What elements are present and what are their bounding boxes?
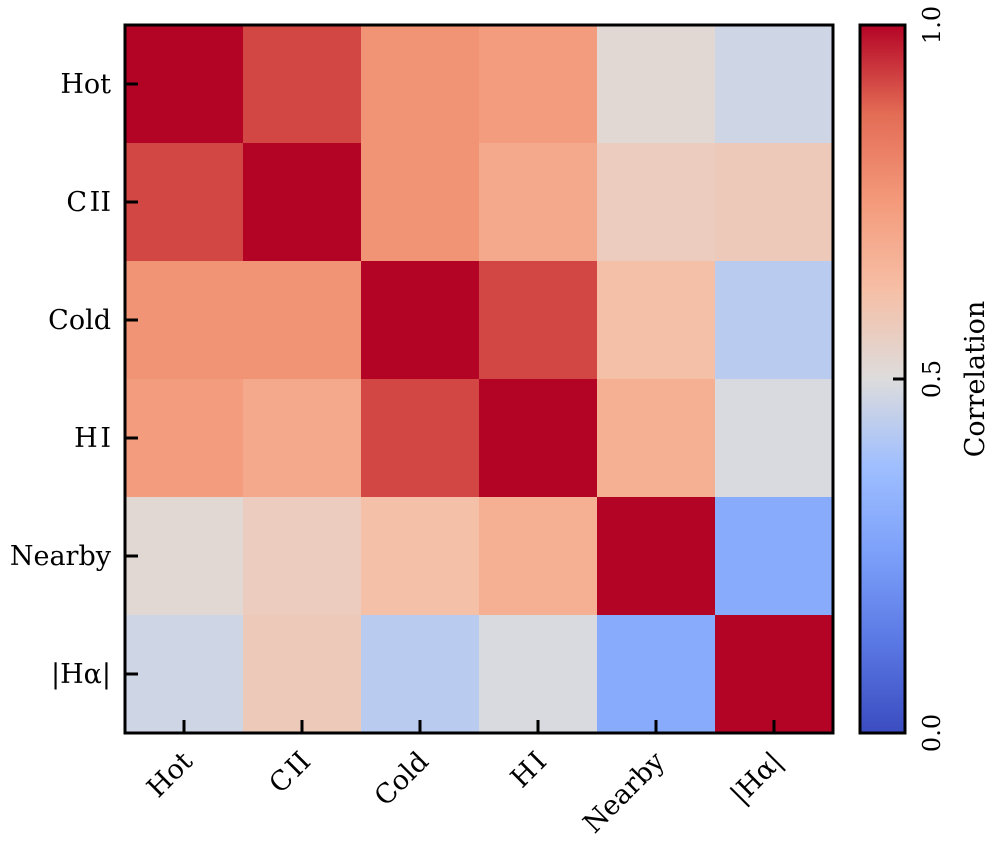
heatmap-cell-1-5: [715, 143, 834, 262]
heatmap-cell-5-1: [243, 615, 362, 734]
heatmap-cell-4-1: [243, 497, 362, 616]
heatmap-cell-2-3: [479, 261, 598, 380]
x-tick-label: Nearby: [578, 746, 672, 840]
heatmap-cell-2-5: [715, 261, 834, 380]
heatmap-cell-5-0: [125, 615, 244, 734]
heatmap-cell-2-2: [361, 261, 480, 380]
heatmap-cells: [125, 25, 834, 734]
x-tick-label: Cold: [369, 746, 435, 812]
colorbar-ticks: 0.0 0.5 1.0: [893, 6, 946, 752]
heatmap-cell-5-4: [597, 615, 716, 734]
heatmap-frame: [123, 23, 835, 735]
heatmap-cell-0-5: [715, 25, 834, 144]
heatmap-cell-5-3: [479, 615, 598, 734]
y-tick-label: Nearby: [10, 541, 112, 572]
y-axis-ticks: Hot C II Cold H I Nearby |Hα|: [10, 69, 138, 690]
heatmap-cell-1-2: [361, 143, 480, 262]
x-tick-label: |Hα|: [725, 746, 789, 810]
heatmap-cell-3-1: [243, 379, 362, 498]
heatmap-cell-3-4: [597, 379, 716, 498]
heatmap-cell-1-3: [479, 143, 598, 262]
colorbar-label: Correlation: [960, 301, 991, 458]
y-tick-label: Hot: [60, 69, 111, 100]
heatmap-cell-1-4: [597, 143, 716, 262]
heatmap-cell-0-2: [361, 25, 480, 144]
x-axis-ticks: Hot C II Cold H I Nearby |Hα|: [141, 720, 789, 839]
heatmap-cell-3-2: [361, 379, 480, 498]
heatmap-cell-2-4: [597, 261, 716, 380]
heatmap-cell-4-4: [597, 497, 716, 616]
heatmap-cell-5-5: [715, 615, 834, 734]
colorbar-tick-label: 0.5: [918, 360, 946, 398]
heatmap-cell-2-1: [243, 261, 362, 380]
y-tick-label: Cold: [48, 305, 111, 336]
y-tick-label: H I: [74, 423, 111, 454]
heatmap-cell-0-1: [243, 25, 362, 144]
heatmap-cell-2-0: [125, 261, 244, 380]
heatmap-cell-4-0: [125, 497, 244, 616]
heatmap-cell-3-0: [125, 379, 244, 498]
heatmap-cell-5-2: [361, 615, 480, 734]
heatmap-cell-1-0: [125, 143, 244, 262]
x-tick-label: Hot: [141, 746, 199, 804]
heatmap-cell-0-4: [597, 25, 716, 144]
heatmap-cell-4-3: [479, 497, 598, 616]
heatmap-cell-0-0: [125, 25, 244, 144]
x-tick-label: C II: [263, 746, 317, 800]
heatmap-cell-4-5: [715, 497, 834, 616]
heatmap-cell-0-3: [479, 25, 598, 144]
y-tick-label: |Hα|: [51, 659, 111, 690]
heatmap-cell-3-3: [479, 379, 598, 498]
heatmap-cell-4-2: [361, 497, 480, 616]
colorbar-tick-label: 1.0: [918, 6, 946, 44]
y-tick-label: C II: [66, 187, 111, 218]
heatmap-cell-1-1: [243, 143, 362, 262]
colorbar-tick-label: 0.0: [918, 714, 946, 752]
heatmap-cell-3-5: [715, 379, 834, 498]
x-tick-label: H I: [505, 746, 553, 794]
